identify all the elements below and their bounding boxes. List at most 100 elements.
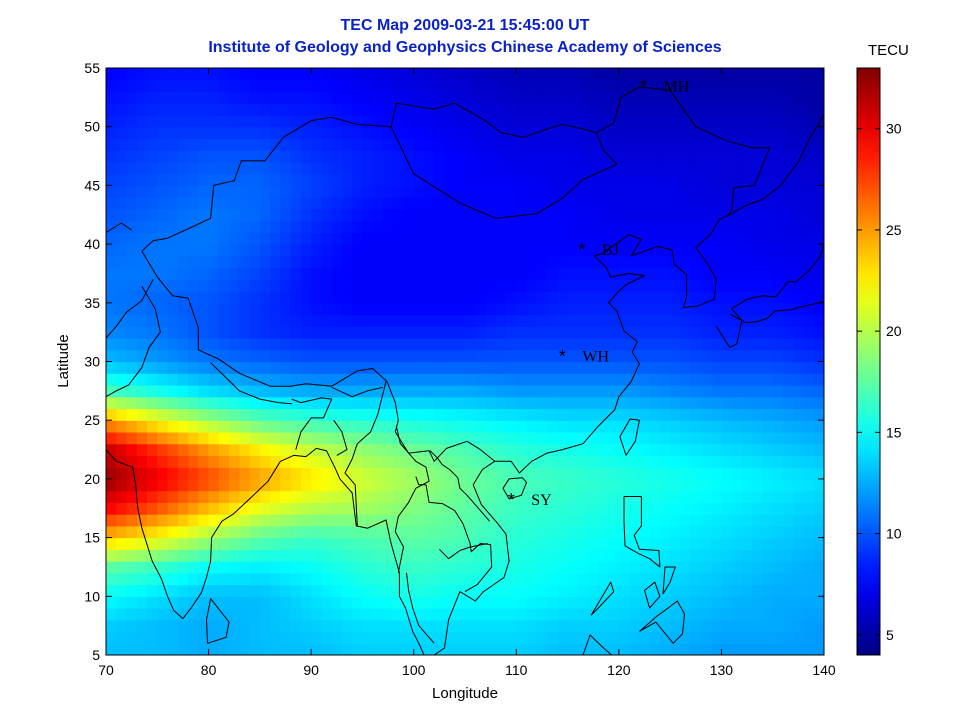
tec-cell <box>198 302 210 316</box>
tec-cell <box>198 514 210 527</box>
tec-cell <box>208 525 220 539</box>
tec-cell <box>741 267 753 280</box>
tec-cell <box>239 91 251 104</box>
tec-cell <box>444 138 456 151</box>
tec-cell <box>157 431 169 445</box>
tec-cell <box>239 349 251 363</box>
tec-cell <box>670 279 681 292</box>
tec-cell <box>413 643 425 655</box>
tec-cell <box>772 208 784 222</box>
coastline <box>141 86 771 252</box>
tec-cell <box>608 584 620 597</box>
tec-cell <box>618 208 630 222</box>
tec-cell <box>229 408 240 421</box>
tec-cell <box>434 185 446 198</box>
tec-cell <box>526 537 538 550</box>
tec-cell <box>393 220 405 233</box>
tec-cell <box>762 338 774 351</box>
tec-cell <box>311 79 322 93</box>
tec-cell <box>454 596 466 609</box>
tec-cell <box>167 338 179 351</box>
tec-cell <box>557 643 569 655</box>
tec-cell <box>382 173 394 186</box>
tec-cell <box>567 220 579 233</box>
tec-cell <box>608 572 620 586</box>
tec-cell <box>321 91 333 104</box>
tec-cell <box>506 126 517 140</box>
tec-cell <box>372 79 384 93</box>
tec-cell <box>259 291 271 304</box>
tec-cell <box>444 244 456 257</box>
tec-cell <box>639 619 651 633</box>
tec-cell <box>772 455 784 468</box>
tec-cell <box>639 208 651 222</box>
tec-cell <box>495 443 507 457</box>
tec-cell <box>495 267 507 280</box>
tec-cell <box>506 608 517 621</box>
tec-cell <box>762 420 774 433</box>
tec-cell <box>321 314 333 327</box>
tec-cell <box>588 79 599 93</box>
tec-cell <box>434 490 446 503</box>
tec-cell <box>157 549 169 562</box>
tec-cell <box>147 561 158 574</box>
tec-cell <box>136 420 148 433</box>
tec-cell <box>772 338 784 351</box>
tec-cell <box>680 384 692 398</box>
tec-cell <box>208 279 220 292</box>
tec-cell <box>516 478 528 492</box>
tec-cell <box>557 408 569 421</box>
tec-cell <box>731 173 743 186</box>
tec-cell <box>690 185 702 198</box>
tec-cell <box>188 68 199 81</box>
tec-cell <box>762 232 774 245</box>
tec-cell <box>690 244 702 257</box>
tec-cell <box>382 608 394 621</box>
tec-cell <box>495 608 507 621</box>
tec-cell <box>372 349 384 363</box>
tec-cell <box>557 502 569 515</box>
tec-cell <box>341 208 353 222</box>
tec-cell <box>147 537 158 550</box>
tec-cell <box>321 220 333 233</box>
tec-cell <box>280 525 292 539</box>
tec-cell <box>198 267 210 280</box>
tec-cell <box>516 373 528 386</box>
tec-cell <box>752 643 764 655</box>
tec-cell <box>680 314 692 327</box>
tec-cell <box>198 373 210 386</box>
tec-cell <box>372 220 384 233</box>
tec-cell <box>147 208 158 222</box>
tec-cell <box>629 279 640 292</box>
tec-cell <box>711 396 723 410</box>
tec-cell <box>506 103 517 116</box>
tec-cell <box>239 525 251 539</box>
tec-cell <box>290 255 302 269</box>
tec-cell <box>352 396 364 410</box>
tec-cell <box>259 443 271 457</box>
tec-cell <box>721 232 733 245</box>
tec-cell <box>680 185 692 198</box>
tec-cell <box>188 396 199 410</box>
tec-cell <box>444 338 456 351</box>
tec-cell <box>772 537 784 550</box>
tec-cell <box>147 549 158 562</box>
tec-cell <box>321 291 333 304</box>
tec-cell <box>629 443 640 457</box>
station-star-icon: * <box>578 240 585 260</box>
tec-cell <box>423 455 435 468</box>
tec-cell <box>239 173 251 186</box>
tec-cell <box>608 467 620 480</box>
tec-cell <box>270 103 281 116</box>
tec-cell <box>741 596 753 609</box>
tec-cell <box>772 173 784 186</box>
tec-cell <box>362 361 374 374</box>
tec-cell <box>393 549 405 562</box>
tec-cell <box>700 572 712 586</box>
tec-cell <box>147 279 158 292</box>
tec-cell <box>249 302 261 316</box>
tec-cell <box>485 302 497 316</box>
tec-cell <box>177 514 189 527</box>
tec-cell <box>290 420 302 433</box>
tec-cell <box>741 338 753 351</box>
